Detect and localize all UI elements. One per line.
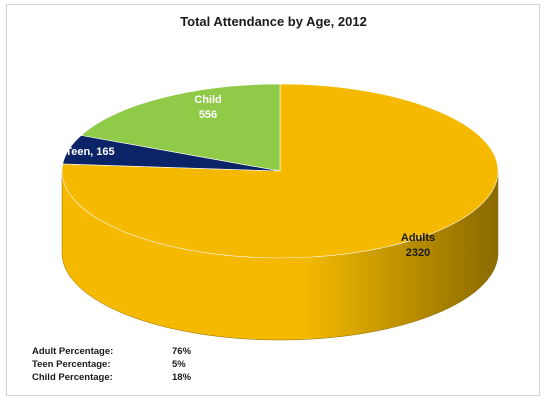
summary-value: 76%: [172, 346, 192, 357]
percentage-summary: Adult Percentage: 76% Teen Percentage: 5…: [32, 346, 191, 385]
summary-label: Teen Percentage:: [32, 359, 111, 370]
summary-row-adult: Adult Percentage: 76%: [32, 346, 191, 359]
summary-value: 5%: [172, 359, 186, 370]
data-label-teen: Teen, 165: [65, 146, 114, 158]
summary-value: 18%: [172, 372, 192, 383]
summary-label: Child Percentage:: [32, 372, 113, 383]
pie-slice-child: [80, 83, 281, 172]
summary-label: Adult Percentage:: [32, 346, 114, 357]
data-label-adults: Adults 2320: [401, 232, 435, 259]
chart-title: Total Attendance by Age, 2012: [180, 14, 367, 29]
data-label-child: Child 556: [194, 94, 222, 121]
summary-row-teen: Teen Percentage: 5%: [32, 359, 191, 372]
summary-row-child: Child Percentage: 18%: [32, 372, 191, 385]
